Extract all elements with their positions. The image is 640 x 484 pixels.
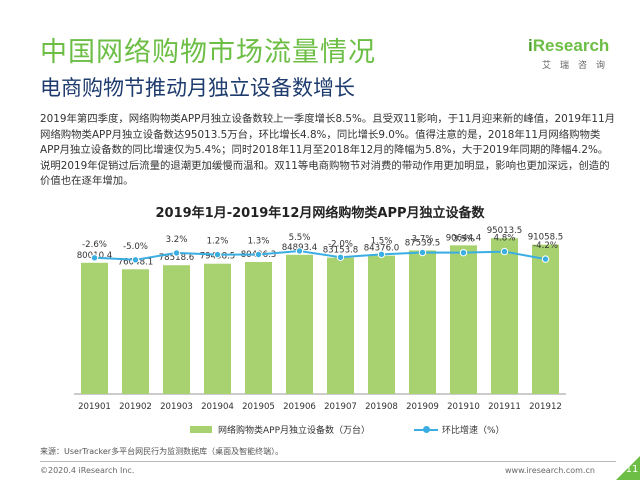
growth-point-201912 (541, 255, 550, 263)
page-title: 中国网络购物市场流量情况 (40, 37, 376, 68)
copyright-text: ©2020.4 iResearch Inc. (40, 466, 135, 475)
bar-201904 (204, 263, 231, 394)
growth-point-201903 (172, 249, 181, 257)
growth-label-201902: -5.0% (123, 242, 148, 252)
x-tick-label-201902: 201902 (119, 402, 152, 412)
logo-brand-i: i (528, 36, 533, 55)
growth-point-201906 (295, 247, 304, 255)
legend-bar-swatch (190, 426, 212, 433)
bar-label-201912: 91058.5 (528, 233, 564, 243)
bar-201909 (409, 250, 436, 394)
growth-label-201906: 5.5% (289, 233, 311, 243)
page-number-text: 11 (625, 464, 639, 475)
bar-201912 (532, 244, 559, 394)
legend-line-marker (423, 426, 430, 433)
bar-201906 (286, 254, 313, 394)
x-tick-label-201905: 201905 (242, 402, 275, 412)
description-paragraph: 2019年第四季度，网络购物类APP月独立设备数较上一季度增长8.5%。且受双1… (40, 113, 615, 187)
website-link[interactable]: www.iresearch.com.cn (505, 466, 595, 475)
bar-label-201907: 83153.8 (323, 246, 359, 256)
growth-point-201909 (418, 248, 427, 257)
growth-label-201908: 1.5% (371, 236, 393, 246)
x-tick-label-201912: 201912 (529, 402, 562, 412)
logo-chinese-name: 艾瑞咨询 (542, 61, 615, 71)
growth-point-201910 (459, 248, 468, 257)
x-tick-label-201904: 201904 (201, 402, 234, 412)
iresearch-logo: iResearch 艾瑞咨询 (528, 36, 628, 76)
growth-point-201905 (254, 250, 263, 259)
logo-brand: iResearch (528, 36, 609, 56)
bar-label-201911: 95013.5 (487, 226, 523, 236)
growth-label-201904: 1.2% (207, 237, 229, 247)
x-tick-label-201909: 201909 (406, 402, 439, 412)
page-subtitle: 电商购物节推动月独立设备数增长 (40, 76, 355, 100)
growth-label-201912: -4.2% (533, 241, 558, 251)
growth-label-201905: 1.3% (248, 237, 270, 247)
bar-label-201910: 90644.4 (446, 233, 482, 243)
logo-brand-rest: Research (532, 36, 610, 55)
growth-point-201907 (336, 253, 345, 261)
x-tick-label-201907: 201907 (324, 402, 357, 412)
x-tick-label-201910: 201910 (447, 402, 480, 412)
growth-point-201911 (500, 247, 509, 256)
bar-201908 (368, 255, 395, 394)
x-tick-label-201903: 201903 (160, 402, 193, 412)
chart-title: 2019年1月-2019年12月网络购物类APP月独立设备数 (155, 206, 485, 221)
bar-201907 (327, 257, 354, 394)
x-tick-label-201908: 201908 (365, 402, 398, 412)
bar-201902 (122, 269, 149, 394)
growth-rate-line (94, 249, 546, 261)
chart-legend: 网络购物类APP月独立设备数（万台） 环比增速（%） (0, 423, 640, 439)
bar-label-201908: 84376.0 (364, 244, 400, 254)
legend-line-label: 环比增速（%） (442, 426, 505, 436)
bar-label-201909: 87539.5 (405, 238, 441, 248)
legend-bar-label: 网络购物类APP月独立设备数（万台） (218, 426, 371, 436)
growth-label-201907: -2.0% (328, 239, 353, 249)
bar-201905 (245, 261, 272, 394)
bar-201911 (491, 238, 518, 394)
growth-point-201904 (213, 250, 222, 259)
bar-201903 (163, 265, 190, 394)
x-tick-label-201906: 201906 (283, 402, 316, 412)
growth-point-201901 (90, 254, 99, 262)
bar-201901 (81, 262, 108, 394)
growth-label-201909: 3.7% (412, 234, 434, 244)
growth-point-201908 (377, 250, 386, 259)
growth-label-201903: 3.2% (166, 235, 188, 245)
bar-label-201903: 78518.6 (159, 253, 195, 263)
growth-label-201910: 3.5% (453, 235, 475, 245)
x-tick-label-201901: 201901 (78, 402, 111, 412)
growth-label-201901: -2.6% (82, 240, 107, 250)
source-note: 来源：UserTracker多平台网民行为监测数据库（桌面及智能终端）。 (40, 447, 284, 456)
footer-divider (40, 461, 616, 462)
bar-201910 (450, 245, 477, 394)
x-tick-label-201911: 201911 (488, 402, 521, 412)
growth-point-201902 (131, 256, 140, 264)
growth-label-201911: 4.8% (494, 234, 516, 244)
